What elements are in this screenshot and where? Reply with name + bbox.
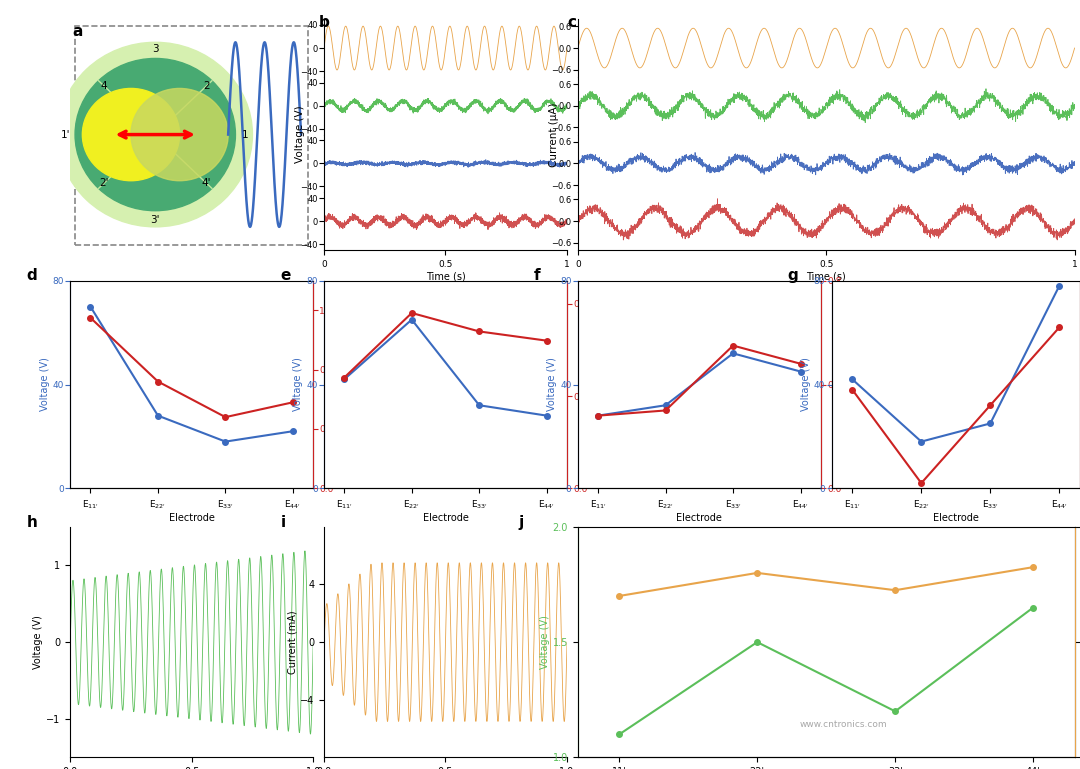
Text: a: a [72, 24, 83, 39]
Text: 1: 1 [242, 129, 248, 140]
Text: 3: 3 [152, 44, 159, 55]
Text: j: j [518, 515, 524, 531]
X-axis label: Time (s): Time (s) [426, 271, 465, 281]
Text: 2': 2' [99, 178, 109, 188]
X-axis label: Electrode: Electrode [168, 514, 215, 524]
Y-axis label: Current (μA): Current (μA) [591, 355, 600, 414]
Text: Voltage (V): Voltage (V) [295, 106, 306, 163]
Text: f: f [535, 268, 541, 283]
Y-axis label: Current (μA): Current (μA) [845, 355, 854, 414]
Y-axis label: Voltage (V): Voltage (V) [40, 358, 50, 411]
Y-axis label: Voltage (V): Voltage (V) [801, 358, 811, 411]
Text: 3': 3' [150, 215, 160, 225]
Text: i: i [281, 515, 285, 531]
Y-axis label: Voltage (V): Voltage (V) [33, 615, 43, 669]
Text: Current (μA): Current (μA) [549, 102, 559, 167]
Text: 4: 4 [100, 81, 108, 92]
Text: b: b [320, 15, 330, 30]
Text: 1': 1' [60, 129, 70, 140]
Circle shape [58, 42, 253, 227]
Y-axis label: Current (μA): Current (μA) [337, 355, 347, 414]
X-axis label: Time (s): Time (s) [807, 271, 846, 281]
X-axis label: Electrode: Electrode [933, 514, 978, 524]
Text: h: h [27, 515, 38, 531]
Circle shape [82, 88, 179, 181]
Text: 2: 2 [203, 81, 210, 92]
Text: 4': 4' [202, 178, 211, 188]
Text: g: g [787, 268, 798, 283]
Y-axis label: Voltage (V): Voltage (V) [294, 358, 303, 411]
Text: e: e [281, 268, 291, 283]
Y-axis label: Voltage (V): Voltage (V) [548, 358, 557, 411]
Text: www.cntronics.com: www.cntronics.com [799, 720, 887, 729]
Circle shape [76, 58, 235, 211]
Text: d: d [26, 268, 37, 283]
Y-axis label: Voltage (V): Voltage (V) [540, 615, 550, 669]
Text: c: c [568, 15, 577, 30]
Circle shape [131, 88, 228, 181]
Y-axis label: Current (mA): Current (mA) [287, 611, 297, 674]
X-axis label: Electrode: Electrode [676, 514, 723, 524]
X-axis label: Electrode: Electrode [422, 514, 469, 524]
